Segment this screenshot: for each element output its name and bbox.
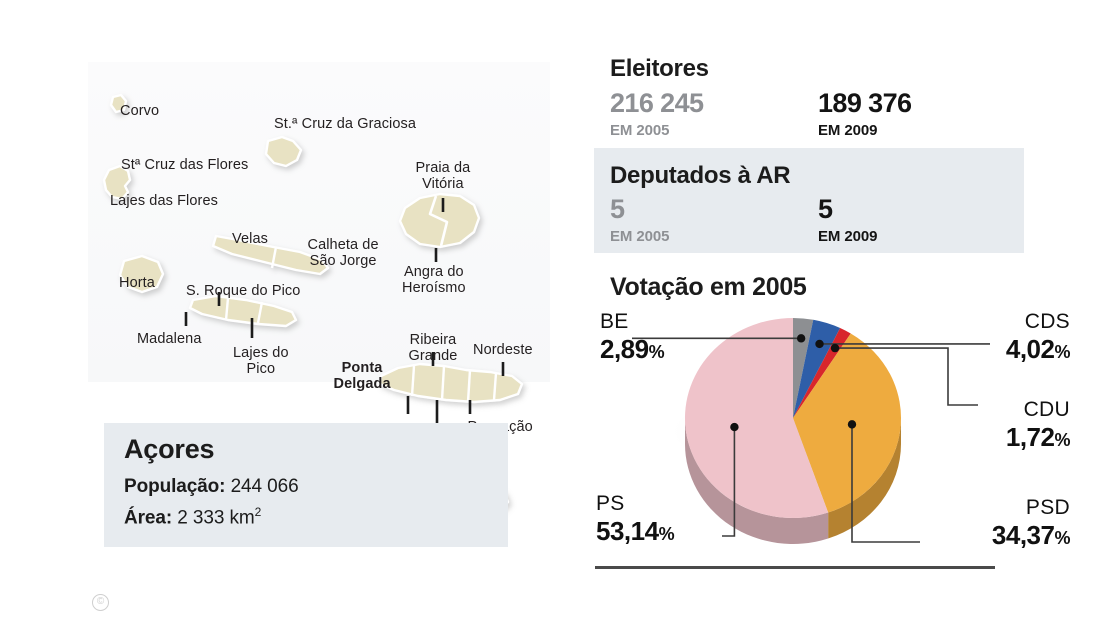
pie-dot-ps [730, 422, 739, 432]
sao-miguel-div-4 [492, 372, 498, 401]
map-label-velas: Velas [232, 231, 268, 247]
pie-leader-dots [730, 334, 857, 432]
pie-label-cdu-name: CDU [1023, 398, 1070, 421]
pie-label-ps: PS 53,14% [596, 492, 726, 549]
sao-miguel-div-3 [466, 369, 472, 403]
area-exponent: 2 [254, 505, 262, 519]
pie-slice-be[interactable] [793, 318, 814, 418]
map-label-praia-da-vitoria: Praia da Vitória [415, 160, 471, 192]
map-label-ribeira-grande: Ribeira Grande [408, 332, 458, 364]
pie-leader-ps [722, 427, 736, 537]
island-graciosa [264, 135, 303, 168]
map-label-lajes-das-flores: Lajes das Flores [110, 193, 218, 209]
eleitores-2009-label: EM 2009 [818, 122, 878, 139]
island-terceira [398, 192, 481, 249]
island-pico [188, 294, 298, 328]
pie-label-cds-name: CDS [1024, 310, 1070, 333]
pie-label-ps-value: 53,14% [596, 516, 675, 546]
population-value: 244 066 [230, 476, 299, 497]
island-pico-divider-2 [256, 301, 264, 324]
island-sao-jorge-divider [270, 246, 278, 269]
eleitores-2005-label: EM 2005 [610, 122, 670, 139]
pie-leader-cdu [835, 347, 978, 406]
deputados-2005-label: EM 2005 [610, 228, 670, 245]
copyright-icon: © [92, 594, 109, 611]
island-flores [102, 164, 132, 201]
map-label-horta: Horta [119, 275, 155, 291]
sao-miguel-div-2 [440, 365, 446, 401]
deputados-2005-value: 5 [610, 194, 625, 224]
pie-label-psd-name: PSD [1025, 496, 1070, 519]
pie-label-cds: CDS 4,02% [940, 310, 1071, 367]
pie-3d-sides [685, 418, 901, 544]
pie-label-be-name: BE [600, 310, 629, 333]
pie-label-be: BE 2,89% [600, 310, 720, 367]
pie-dot-cds [815, 339, 824, 349]
pie-slice-psd[interactable] [793, 333, 901, 513]
pie-label-cdu-value: 1,72% [1005, 422, 1071, 452]
pie-dot-psd [847, 420, 857, 429]
island-corvo [109, 93, 128, 114]
population-label: População: [124, 476, 226, 497]
deputados-2009-label: EM 2009 [818, 228, 878, 245]
pie-side-psd [828, 418, 901, 539]
sao-miguel-div-1 [410, 365, 416, 397]
pie-label-cdu: CDU 1,72% [940, 398, 1071, 455]
map-label-ponta-delgada: Ponta Delgada [333, 360, 391, 392]
eleitores-heading: Eleitores [610, 55, 709, 82]
pie-label-cds-value: 4,02% [1005, 334, 1071, 364]
map-label-nordeste: Nordeste [473, 342, 533, 358]
map-panel: Corvo St.ª Cruz da Graciosa Stª Cruz das F… [88, 62, 550, 611]
island-sao-jorge [211, 234, 330, 276]
azores-islands-map [102, 93, 524, 516]
pie-label-psd-value: 34,37% [991, 520, 1071, 550]
votacao-pie-chart [632, 318, 990, 544]
eleitores-2005-value: 216 245 [610, 88, 704, 118]
map-label-santa-cruz-flores: Stª Cruz das Flores [121, 157, 249, 173]
deputados-panel-background [594, 148, 1024, 253]
azores-info-box [104, 423, 508, 547]
map-label-santa-cruz-graciosa: St.ª Cruz da Graciosa [274, 116, 417, 132]
pie-label-be-value: 2,89% [600, 334, 665, 364]
statistics-panel: Eleitores 216 245 EM 2005 189 376 EM 200… [570, 0, 1100, 620]
eleitores-2009-value: 189 376 [818, 88, 912, 118]
bottom-divider [595, 566, 995, 569]
map-label-sao-roque-do-pico: S. Roque do Pico [186, 283, 301, 299]
island-sao-miguel [378, 362, 524, 404]
pie-slice-ps[interactable] [685, 318, 829, 518]
azores-title: Açores [124, 434, 215, 464]
pie-dot-cdu [830, 343, 840, 353]
deputados-heading: Deputados à AR [610, 162, 791, 189]
map-label-calheta-sao-jorge: Calheta de São Jorge [307, 237, 379, 269]
area-label: Área: [124, 507, 173, 529]
pie-leader-psd [851, 424, 920, 543]
deputados-2009-value: 5 [818, 194, 833, 224]
pie-label-psd: PSD 34,37% [928, 496, 1071, 553]
population-line: População: 244 066 [124, 476, 299, 498]
area-line: Área: 2 333 km2 [124, 505, 261, 529]
pie-leader-lines [632, 337, 990, 543]
map-label-corvo: Corvo [120, 103, 160, 119]
pie-dot-be [796, 334, 806, 343]
pie-side-ps [685, 418, 829, 544]
pie-label-ps-name: PS [596, 492, 625, 515]
map-label-angra-do-heroismo: Angra do Heroísmo [402, 264, 466, 296]
map-label-madalena: Madalena [137, 331, 202, 347]
area-value: 2 333 km [177, 507, 255, 529]
island-faial [118, 254, 165, 294]
island-terceira-divider [428, 195, 449, 247]
map-label-lajes-do-pico: Lajes do Pico [233, 345, 289, 377]
island-pico-divider-1 [224, 297, 230, 321]
votacao-heading: Votação em 2005 [610, 273, 807, 301]
